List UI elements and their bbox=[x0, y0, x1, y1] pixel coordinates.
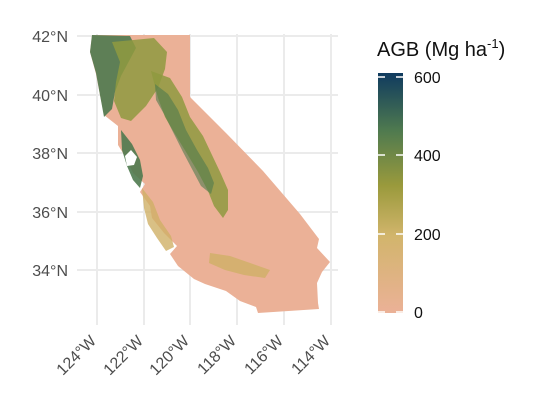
legend-label-400: 400 bbox=[414, 148, 441, 165]
legend-color-bar bbox=[378, 73, 403, 313]
longitude-label-124: 124°W bbox=[54, 332, 101, 379]
longitude-axis-labels: 124°W 122°W 120°W 118°W 116°W 114°W bbox=[54, 332, 335, 379]
longitude-label-120: 120°W bbox=[147, 332, 194, 379]
latitude-label-40: 40°N bbox=[32, 88, 68, 105]
longitude-label-116: 116°W bbox=[242, 332, 288, 378]
longitude-label-118: 118°W bbox=[195, 332, 241, 378]
legend: AGB (Mg ha-1) 600 400 200 0 bbox=[377, 36, 505, 322]
latitude-label-42: 42°N bbox=[32, 29, 68, 46]
legend-label-200: 200 bbox=[414, 227, 441, 244]
legend-label-600: 600 bbox=[414, 70, 441, 87]
longitude-label-114: 114°W bbox=[289, 332, 335, 378]
san-francisco-bay bbox=[125, 150, 137, 166]
south-coast-vegetation bbox=[142, 188, 174, 251]
legend-title: AGB (Mg ha-1) bbox=[377, 36, 505, 61]
california-map bbox=[90, 35, 330, 313]
northern-mixed-vegetation bbox=[112, 38, 167, 121]
legend-label-0: 0 bbox=[414, 305, 423, 322]
latitude-label-38: 38°N bbox=[32, 146, 68, 163]
latitude-label-36: 36°N bbox=[32, 205, 68, 222]
sierra-high-biomass bbox=[155, 84, 214, 194]
transverse-range-vegetation bbox=[209, 253, 270, 278]
latitude-axis-labels: 42°N 40°N 38°N 36°N 34°N bbox=[32, 29, 68, 280]
latitude-label-34: 34°N bbox=[32, 263, 68, 280]
longitude-label-122: 122°W bbox=[101, 332, 148, 379]
